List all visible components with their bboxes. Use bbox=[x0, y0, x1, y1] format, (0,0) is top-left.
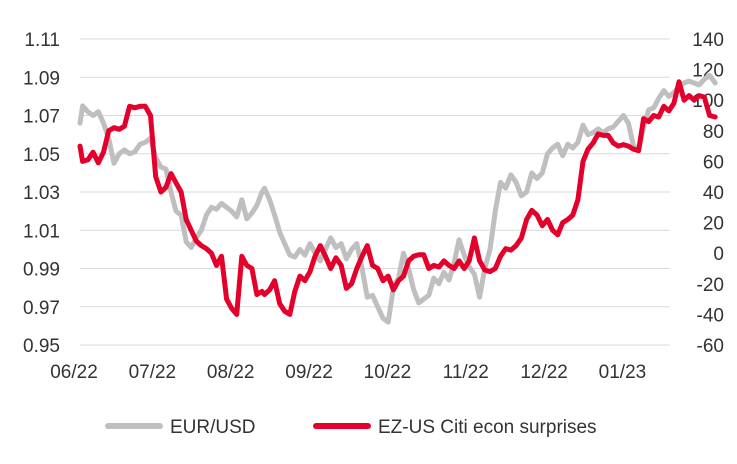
y-right-tick-label: 60 bbox=[703, 152, 724, 173]
x-axis-tick-labels: 06/22 07/22 08/22 09/22 10/22 11/22 12/22 01/23 bbox=[50, 362, 646, 383]
y-right-tick-label: 140 bbox=[692, 30, 724, 51]
y-left-tick-label: 1.03 bbox=[23, 183, 60, 204]
x-tick-label: 10/22 bbox=[364, 362, 412, 383]
y-left-tick-label: 1.11 bbox=[24, 30, 60, 51]
y-right-tick-label: 120 bbox=[692, 61, 724, 82]
y-left-tick-label: 0.97 bbox=[23, 298, 60, 319]
y-left-tick-label: 0.99 bbox=[23, 260, 60, 281]
y-left-tick-label: 1.07 bbox=[23, 107, 60, 128]
y-left-tick-label: 1.01 bbox=[23, 221, 60, 242]
y-left-tick-label: 0.95 bbox=[23, 336, 60, 357]
legend-label-eurusd: EUR/USD bbox=[170, 417, 256, 438]
y-right-tick-label: 20 bbox=[703, 214, 724, 235]
x-tick-label: 06/22 bbox=[50, 362, 98, 383]
y-right-tick-label: 0 bbox=[713, 244, 724, 265]
y-right-tick-label: -20 bbox=[697, 275, 724, 296]
x-tick-label: 09/22 bbox=[285, 362, 333, 383]
x-tick-label: 08/22 bbox=[207, 362, 255, 383]
x-tick-label: 07/22 bbox=[129, 362, 177, 383]
series-line-surprises bbox=[77, 79, 718, 317]
legend: EUR/USD EZ-US Citi econ surprises bbox=[105, 417, 597, 438]
series-layer bbox=[77, 72, 718, 325]
y-right-tick-label: 40 bbox=[703, 183, 724, 204]
x-tick-label: 01/23 bbox=[599, 362, 647, 383]
y-right-tick-label: -40 bbox=[697, 305, 724, 326]
y-right-tick-label: 80 bbox=[703, 122, 724, 143]
left-axis-tick-labels: 0.95 0.97 0.99 1.01 1.03 1.05 1.07 1.09 1.11 bbox=[23, 30, 60, 357]
legend-label-surprises: EZ-US Citi econ surprises bbox=[378, 417, 597, 438]
y-right-tick-label: -60 bbox=[697, 336, 724, 357]
y-left-tick-label: 1.09 bbox=[23, 68, 60, 89]
x-tick-label: 11/22 bbox=[443, 362, 489, 383]
y-left-tick-label: 1.05 bbox=[23, 145, 60, 166]
x-tick-label: 12/22 bbox=[520, 362, 568, 383]
